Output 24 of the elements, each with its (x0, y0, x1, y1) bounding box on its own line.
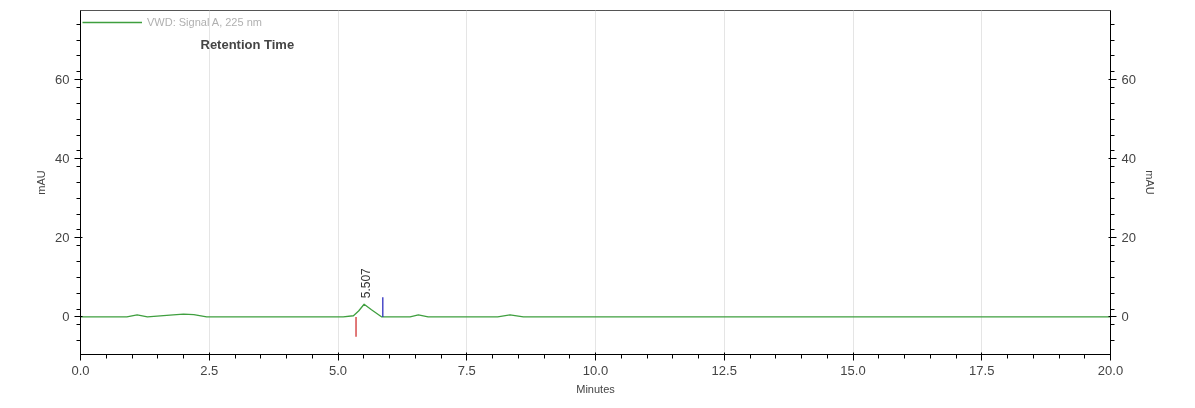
y2-tick-label: 40 (1121, 151, 1136, 167)
y2-tick-label: 60 (1121, 72, 1136, 88)
x-tick-label: 0.0 (71, 362, 90, 378)
x-tick-label: 2.5 (200, 362, 219, 378)
x-tick-label: 5.0 (328, 362, 348, 378)
y2-tick-label: 0 (1121, 309, 1129, 325)
x-axis-title: Minutes (576, 382, 616, 395)
x-tick-label: 17.5 (969, 362, 995, 378)
annotation: 5.507 (359, 267, 374, 299)
line-series (80, 303, 1111, 318)
y-tick-label: 0 (62, 309, 70, 325)
annotation: Retention Time (200, 36, 295, 52)
text: VWD: Signal A, 225 nm (147, 16, 262, 28)
y-axis-title: mAU (35, 170, 48, 195)
y2-tick-label: 20 (1121, 230, 1136, 246)
x-tick-label: 7.5 (457, 362, 476, 378)
y-tick-label: 20 (55, 230, 70, 246)
x-tick-label: 15.0 (840, 362, 866, 378)
y-tick-label: 40 (55, 151, 70, 167)
x-tick-label: 10.0 (582, 362, 609, 378)
y2-axis-title: mAU (1143, 170, 1156, 195)
x-tick-label: 20.0 (1097, 362, 1124, 378)
x-tick-label: 12.5 (711, 362, 737, 378)
y-tick-label: 60 (55, 72, 70, 88)
